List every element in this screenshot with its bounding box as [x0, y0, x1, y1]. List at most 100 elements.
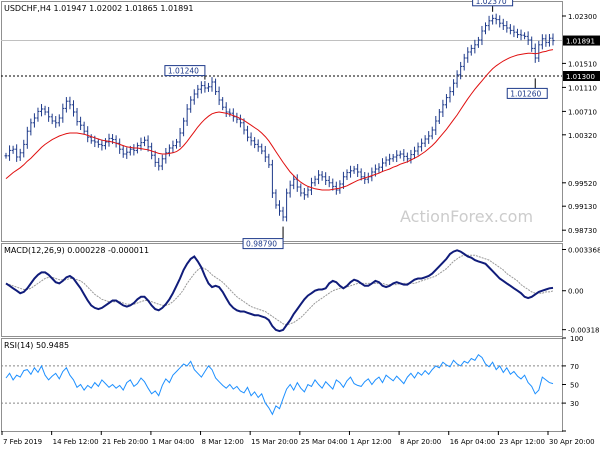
price-bar [89, 134, 93, 144]
price-bar [448, 86, 452, 103]
price-bar [309, 177, 313, 196]
price-annotation: 1.01240 [164, 65, 206, 80]
price-bar [295, 174, 299, 192]
price-bar [317, 170, 321, 185]
price-bar [434, 115, 438, 136]
price-bar [334, 181, 338, 195]
price-bar [484, 22, 488, 35]
price-bar [18, 148, 22, 161]
x-axis-tick-label: 1 Apr 12:00 [350, 438, 391, 446]
price-bar [320, 171, 324, 181]
price-bar [231, 108, 235, 122]
price-bar [491, 14, 495, 25]
price-bar [61, 103, 65, 123]
price-bar [100, 139, 104, 151]
x-axis-tick-label: 16 Apr 04:00 [450, 438, 496, 446]
price-bar [203, 80, 207, 93]
price-bar [160, 154, 164, 171]
rsi-panel: 100 70 50 30 [1, 335, 583, 432]
price-bar [267, 153, 271, 168]
price-bar [206, 82, 210, 92]
price-bar [164, 147, 168, 164]
macd-panel-frame [1, 243, 563, 337]
price-bar [505, 20, 509, 33]
price-bar [224, 102, 228, 118]
price-bar [395, 150, 399, 163]
price-panel-title: USDCHF,H4 1.01947 1.02002 1.01865 1.0189… [4, 4, 193, 13]
price-bar [210, 77, 214, 92]
price-bar [551, 33, 555, 46]
price-bar [409, 149, 413, 164]
price-bar [107, 133, 111, 147]
price-bar [377, 163, 381, 174]
price-y-tick-label: 1.00710 [568, 108, 597, 116]
price-bar [214, 78, 218, 95]
price-bar [32, 113, 36, 128]
price-bar [15, 144, 19, 162]
price-bar [178, 127, 182, 148]
rsi-y-tick-label: 30 [570, 400, 579, 408]
price-bar [455, 70, 459, 88]
price-bar [420, 138, 424, 152]
price-bar [338, 180, 342, 194]
price-bar [146, 135, 150, 152]
price-bar [519, 29, 523, 41]
price-bar [242, 118, 246, 135]
price-y-tick-label: 1.01110 [568, 84, 597, 92]
price-bar [476, 36, 480, 48]
price-bar [480, 25, 484, 46]
x-axis-tick-label: 1 Mar 04:00 [152, 438, 194, 446]
price-bar [253, 137, 257, 149]
support-level-tag [563, 71, 600, 81]
price-bar [125, 147, 129, 159]
rsi-y-tick-label: 50 [570, 382, 579, 390]
price-bar [331, 178, 335, 191]
price-annotation: 0.98790 [242, 226, 284, 250]
price-bar [288, 180, 292, 198]
price-bar [182, 117, 186, 137]
price-bar [22, 139, 26, 158]
price-bar [405, 152, 409, 163]
price-bar [278, 200, 281, 216]
price-bar [235, 112, 239, 124]
price-bar [530, 36, 534, 52]
macd-line [5, 249, 554, 333]
annotation-label: 1.02370 [476, 0, 507, 6]
support-level-label: 1.01300 [566, 73, 595, 81]
rsi-y-tick-label: 100 [570, 335, 583, 343]
macd-y-tick-label: 0.00 [568, 288, 584, 296]
price-bar [228, 108, 232, 117]
rsi-panel-title: RSI(14) 50.9485 [4, 341, 69, 350]
price-bar [391, 154, 395, 162]
price-bar [71, 100, 75, 117]
moving-average-line [5, 49, 554, 191]
price-bar [508, 24, 512, 35]
price-bar [412, 146, 416, 159]
current-price-label: 1.01891 [566, 38, 595, 46]
x-axis-tick-label: 8 Apr 20:00 [400, 438, 441, 446]
price-bar [349, 165, 353, 178]
price-bar [96, 138, 100, 148]
price-bar [64, 97, 68, 113]
x-axis-tick-label: 21 Feb 20:00 [102, 438, 148, 446]
price-bar [313, 175, 317, 187]
price-bar [345, 169, 349, 181]
price-bar [57, 114, 61, 127]
price-bar [423, 135, 427, 148]
price-bar [157, 157, 161, 171]
x-axis-tick-label: 23 Apr 12:00 [499, 438, 545, 446]
price-bar [189, 96, 193, 113]
annotation-label: 0.98790 [246, 240, 277, 249]
price-bar [281, 206, 285, 222]
price-bar [498, 15, 502, 28]
price-bar [192, 89, 196, 105]
price-bar [366, 172, 370, 184]
price-bar [437, 109, 441, 124]
annotation-box [472, 0, 514, 7]
annotation-box [164, 65, 206, 77]
price-bar [292, 175, 296, 190]
price-bar [533, 43, 537, 63]
price-bar [537, 40, 541, 62]
price-y-tick-label: 1.02300 [568, 13, 597, 21]
